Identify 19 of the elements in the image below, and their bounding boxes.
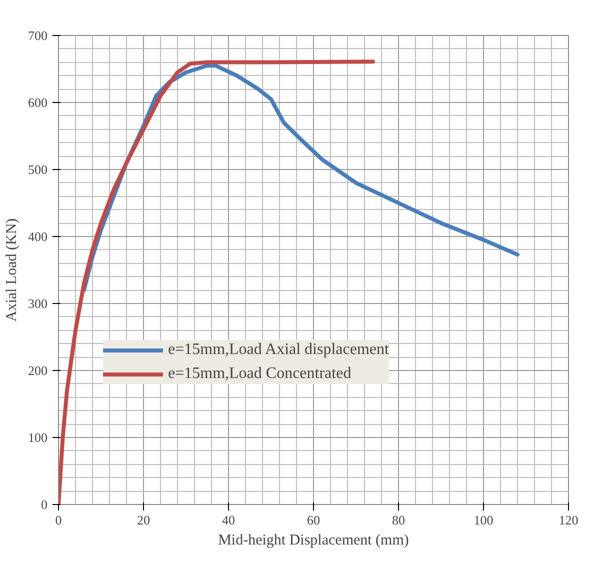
y-tick-label: 0 <box>41 497 48 512</box>
y-tick-label: 700 <box>28 28 48 43</box>
y-axis-title: Axial Load (KN) <box>4 218 20 322</box>
y-tick-label: 400 <box>28 229 48 244</box>
legend-label: e=15mm,Load Concentrated <box>168 365 352 383</box>
x-tick-label: 80 <box>392 512 405 528</box>
x-tick-label: 60 <box>307 512 320 528</box>
x-tick-label: 120 <box>558 512 578 528</box>
x-tick-label: 0 <box>55 512 62 528</box>
x-tick-label: 40 <box>222 512 235 528</box>
y-tick-label: 600 <box>28 95 48 110</box>
y-tick-label: 200 <box>28 363 48 378</box>
y-tick-label: 300 <box>28 296 48 311</box>
x-tick-label: 20 <box>137 512 150 528</box>
legend-label: e=15mm,Load Axial displacement <box>168 341 389 359</box>
y-tick-label: 500 <box>28 162 48 177</box>
y-tick-label: 100 <box>28 430 48 445</box>
x-tick-label: 100 <box>474 512 494 528</box>
x-axis-title: Mid-height Displacement (mm) <box>218 532 409 548</box>
